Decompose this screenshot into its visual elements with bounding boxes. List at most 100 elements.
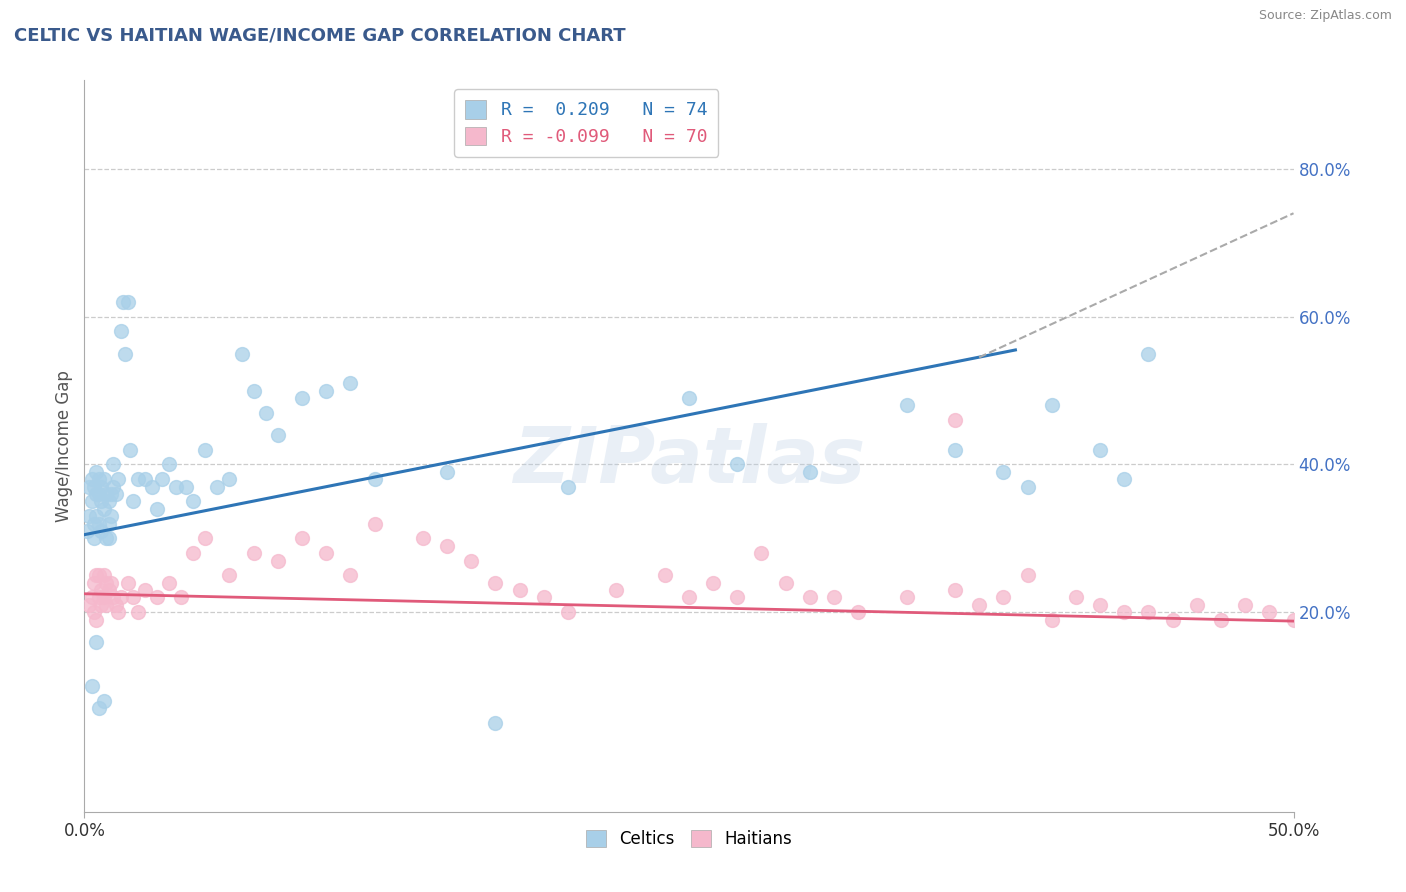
Point xyxy=(141,480,163,494)
Point xyxy=(77,480,100,494)
Point xyxy=(112,294,135,309)
Point xyxy=(339,568,361,582)
Point xyxy=(1137,346,1160,360)
Point xyxy=(83,480,105,494)
Point xyxy=(117,575,139,590)
Point xyxy=(218,568,240,582)
Point xyxy=(165,480,187,494)
Text: CELTIC VS HAITIAN WAGE/INCOME GAP CORRELATION CHART: CELTIC VS HAITIAN WAGE/INCOME GAP CORREL… xyxy=(14,27,626,45)
Point xyxy=(77,598,100,612)
Point xyxy=(533,591,555,605)
Point xyxy=(110,591,132,605)
Point xyxy=(110,325,132,339)
Point xyxy=(94,487,117,501)
Point xyxy=(509,583,531,598)
Point xyxy=(80,591,103,605)
Point xyxy=(993,465,1015,479)
Point xyxy=(194,442,217,457)
Point xyxy=(86,487,108,501)
Point xyxy=(157,575,180,590)
Point xyxy=(157,458,180,472)
Point xyxy=(120,442,142,457)
Text: Source: ZipAtlas.com: Source: ZipAtlas.com xyxy=(1258,9,1392,22)
Point xyxy=(1088,598,1111,612)
Point xyxy=(107,472,129,486)
Point xyxy=(86,568,108,582)
Point xyxy=(94,598,117,612)
Point xyxy=(1114,605,1136,619)
Point xyxy=(1040,398,1063,412)
Point xyxy=(181,494,204,508)
Point xyxy=(1088,442,1111,457)
Point xyxy=(97,494,120,508)
Point xyxy=(194,532,217,546)
Point xyxy=(484,716,506,731)
Point xyxy=(363,516,385,531)
Point xyxy=(76,524,98,538)
Point xyxy=(605,583,627,598)
Point xyxy=(943,442,966,457)
Point xyxy=(1017,480,1039,494)
Y-axis label: Wage/Income Gap: Wage/Income Gap xyxy=(55,370,73,522)
Point xyxy=(93,591,115,605)
Point xyxy=(90,583,112,598)
Point xyxy=(90,524,112,538)
Point xyxy=(83,605,105,619)
Point xyxy=(83,575,105,590)
Point xyxy=(993,591,1015,605)
Point xyxy=(100,575,122,590)
Point xyxy=(93,501,115,516)
Point xyxy=(339,376,361,391)
Point xyxy=(315,546,337,560)
Point xyxy=(80,472,103,486)
Point xyxy=(86,613,108,627)
Point xyxy=(104,487,127,501)
Point xyxy=(654,568,676,582)
Point xyxy=(254,406,277,420)
Point xyxy=(93,694,115,708)
Point xyxy=(231,346,253,360)
Point xyxy=(896,591,918,605)
Point xyxy=(1185,598,1208,612)
Point xyxy=(87,487,110,501)
Point xyxy=(146,501,169,516)
Point xyxy=(87,516,110,531)
Point xyxy=(90,598,112,612)
Point xyxy=(412,532,434,546)
Point xyxy=(207,480,229,494)
Point xyxy=(93,568,115,582)
Point xyxy=(103,591,125,605)
Point xyxy=(725,458,748,472)
Point xyxy=(77,509,100,524)
Point xyxy=(1209,613,1232,627)
Point xyxy=(267,428,290,442)
Point xyxy=(134,472,156,486)
Point xyxy=(83,532,105,546)
Point xyxy=(146,591,169,605)
Point xyxy=(117,294,139,309)
Point xyxy=(484,575,506,590)
Point xyxy=(127,472,149,486)
Point xyxy=(100,487,122,501)
Point xyxy=(291,391,314,405)
Point xyxy=(90,480,112,494)
Point xyxy=(103,458,125,472)
Point xyxy=(94,575,117,590)
Point xyxy=(775,575,797,590)
Point xyxy=(97,516,120,531)
Point xyxy=(1114,472,1136,486)
Point xyxy=(943,583,966,598)
Point xyxy=(104,598,127,612)
Point xyxy=(86,634,108,648)
Point xyxy=(943,413,966,427)
Point xyxy=(291,532,314,546)
Legend: Celtics, Haitians: Celtics, Haitians xyxy=(579,823,799,855)
Point xyxy=(1064,591,1087,605)
Point xyxy=(1161,613,1184,627)
Point xyxy=(1017,568,1039,582)
Point xyxy=(436,465,458,479)
Point xyxy=(242,384,264,398)
Point xyxy=(242,546,264,560)
Point xyxy=(1040,613,1063,627)
Point xyxy=(86,465,108,479)
